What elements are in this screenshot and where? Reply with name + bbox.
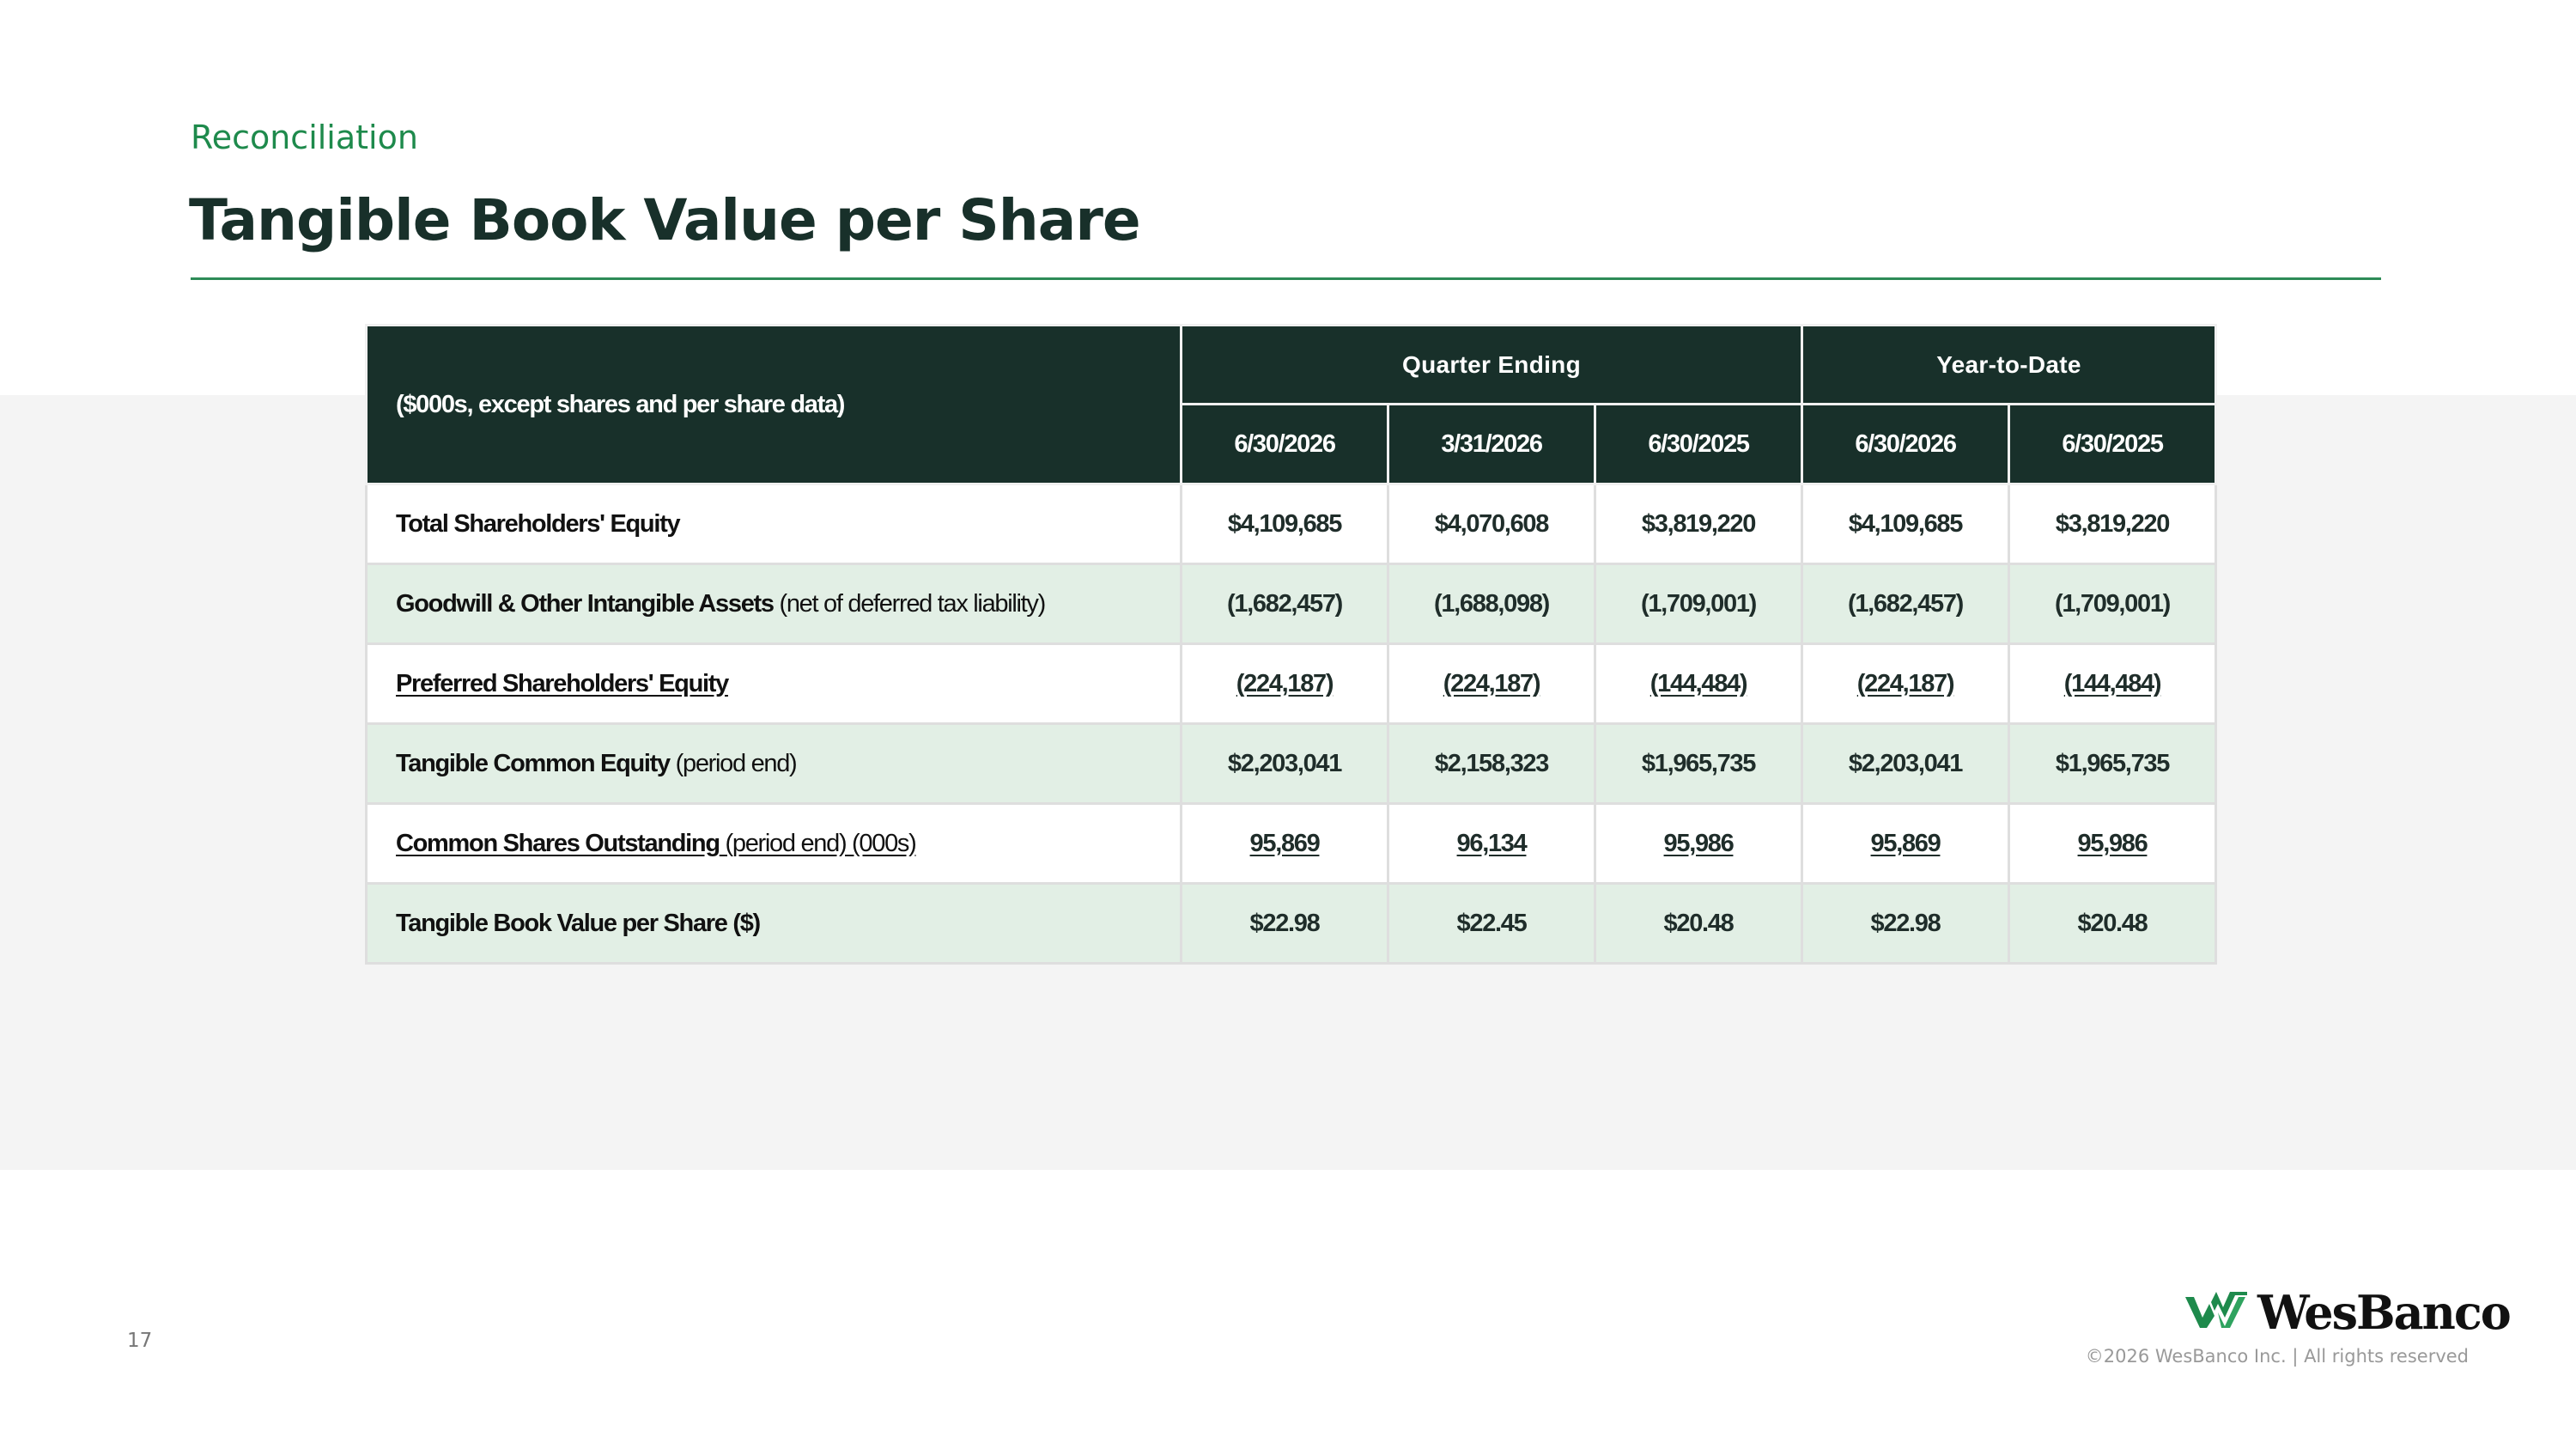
copyright-text: ©2026 WesBanco Inc. | All rights reserve… bbox=[2085, 1346, 2469, 1367]
table-cell: 96,134 bbox=[1456, 829, 1528, 857]
wesbanco-double-w-icon bbox=[2185, 1291, 2247, 1334]
table-row-preferred-equity: Preferred Shareholders' Equity (224,187)… bbox=[365, 642, 2217, 725]
table-cell: $2,158,323 bbox=[1387, 722, 1596, 805]
table-cell: $2,203,041 bbox=[1180, 722, 1389, 805]
row-label: Common Shares Outstanding (period end) (… bbox=[365, 802, 1182, 885]
table-cell: $1,965,735 bbox=[2008, 722, 2217, 805]
column-header-date: 6/30/2026 bbox=[1180, 403, 1389, 485]
table-cell: $4,109,685 bbox=[1180, 483, 1389, 565]
page-number: 17 bbox=[127, 1330, 153, 1352]
table-cell: (224,187) bbox=[1856, 669, 1955, 697]
reconciliation-table: ($000s, except shares and per share data… bbox=[365, 324, 2217, 965]
table-row-total-equity: Total Shareholders' Equity $4,109,685 $4… bbox=[365, 483, 2217, 565]
table-cell: 95,986 bbox=[1663, 829, 1735, 857]
logo-wordmark: WesBanco bbox=[2257, 1285, 2512, 1340]
table-cell: (1,709,001) bbox=[2008, 563, 2217, 645]
table-cell: $22.45 bbox=[1387, 882, 1596, 965]
table-row-shares-outstanding: Common Shares Outstanding (period end) (… bbox=[365, 802, 2217, 885]
table-cell: $1,965,735 bbox=[1594, 722, 1803, 805]
table-cell: (224,187) bbox=[1443, 669, 1541, 697]
row-label-note: (net of deferred tax liability) bbox=[779, 589, 1047, 618]
table-row-tbvps: Tangible Book Value per Share ($) $22.98… bbox=[365, 882, 2217, 965]
row-label: Tangible Common Equity (period end) bbox=[365, 722, 1182, 805]
table-cell: $20.48 bbox=[2008, 882, 2217, 965]
group-header-ytd: Year-to-Date bbox=[1801, 324, 2217, 405]
table-cell: (144,484) bbox=[1649, 669, 1748, 697]
table-corner-label: ($000s, except shares and per share data… bbox=[365, 324, 1182, 485]
row-label: Preferred Shareholders' Equity bbox=[365, 642, 1182, 725]
column-header-date: 6/30/2026 bbox=[1801, 403, 2010, 485]
table-cell: 95,869 bbox=[1249, 829, 1321, 857]
table-row-goodwill: Goodwill & Other Intangible Assets (net … bbox=[365, 563, 2217, 645]
row-label: Tangible Book Value per Share ($) bbox=[365, 882, 1182, 965]
group-header-quarter: Quarter Ending bbox=[1180, 324, 1803, 405]
column-header-date: 3/31/2026 bbox=[1387, 403, 1596, 485]
table-cell: $4,070,608 bbox=[1387, 483, 1596, 565]
row-label-note: (period end) (000s) bbox=[725, 829, 917, 857]
section-eyebrow: Reconciliation bbox=[191, 119, 418, 156]
table-cell: 95,869 bbox=[1870, 829, 1941, 857]
table-cell: (144,484) bbox=[2063, 669, 2162, 697]
table-cell: $3,819,220 bbox=[2008, 483, 2217, 565]
table-cell: $4,109,685 bbox=[1801, 483, 2010, 565]
table-cell: 95,986 bbox=[2077, 829, 2148, 857]
title-divider bbox=[191, 277, 2381, 280]
row-label: Goodwill & Other Intangible Assets (net … bbox=[365, 563, 1182, 645]
row-label-note: (period end) bbox=[675, 749, 798, 777]
table-cell: $20.48 bbox=[1594, 882, 1803, 965]
table-cell: (1,688,098) bbox=[1387, 563, 1596, 645]
table-cell: $2,203,041 bbox=[1801, 722, 2010, 805]
column-header-date: 6/30/2025 bbox=[2008, 403, 2217, 485]
row-label: Total Shareholders' Equity bbox=[365, 483, 1182, 565]
table-cell: (1,682,457) bbox=[1180, 563, 1389, 645]
wesbanco-logo: WesBanco bbox=[2185, 1285, 2512, 1340]
table-cell: $3,819,220 bbox=[1594, 483, 1803, 565]
table-cell: (1,682,457) bbox=[1801, 563, 2010, 645]
table-cell: (1,709,001) bbox=[1594, 563, 1803, 645]
column-header-date: 6/30/2025 bbox=[1594, 403, 1803, 485]
page-title: Tangible Book Value per Share bbox=[189, 187, 1141, 253]
table-cell: (224,187) bbox=[1236, 669, 1334, 697]
table-row-tangible-common-equity: Tangible Common Equity (period end) $2,2… bbox=[365, 722, 2217, 805]
table-cell: $22.98 bbox=[1180, 882, 1389, 965]
table-cell: $22.98 bbox=[1801, 882, 2010, 965]
